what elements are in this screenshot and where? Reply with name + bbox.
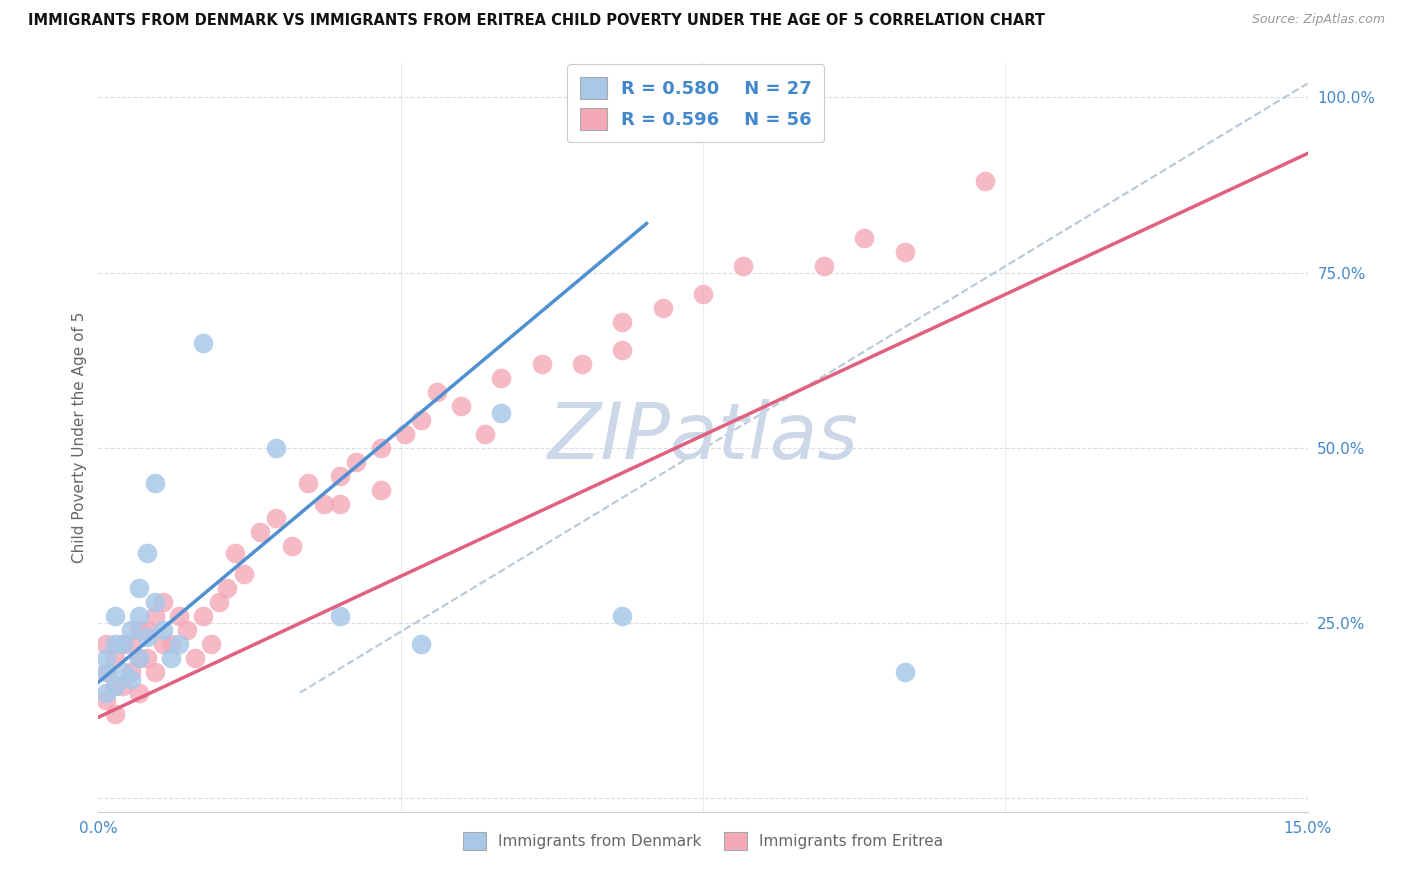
Point <box>96 665 118 679</box>
Point <box>128 623 150 637</box>
Point <box>409 412 432 426</box>
Point <box>193 608 215 623</box>
Point <box>120 665 142 679</box>
Point <box>167 637 190 651</box>
Point <box>491 406 513 420</box>
Point <box>193 335 215 350</box>
Point <box>651 301 673 315</box>
Point <box>893 665 915 679</box>
Point <box>530 357 553 371</box>
Point <box>167 608 190 623</box>
Point <box>329 608 352 623</box>
Point <box>474 426 496 441</box>
Point <box>120 637 142 651</box>
Point <box>152 623 174 637</box>
Point <box>103 679 125 693</box>
Point <box>120 623 142 637</box>
Point <box>120 672 142 686</box>
Point <box>208 594 231 608</box>
Point <box>96 686 118 700</box>
Point <box>143 594 166 608</box>
Point <box>160 650 183 665</box>
Point <box>612 343 634 357</box>
Point <box>200 637 222 651</box>
Point <box>96 650 118 665</box>
Point <box>249 524 271 539</box>
Point <box>370 441 392 455</box>
Legend: Immigrants from Denmark, Immigrants from Eritrea: Immigrants from Denmark, Immigrants from… <box>457 826 949 856</box>
Point <box>143 608 166 623</box>
Point <box>103 637 125 651</box>
Point <box>370 483 392 497</box>
Point <box>96 637 118 651</box>
Point <box>426 384 449 399</box>
Point <box>103 608 125 623</box>
Point <box>135 623 157 637</box>
Point <box>491 370 513 384</box>
Point <box>314 497 336 511</box>
Point <box>329 468 352 483</box>
Point <box>152 637 174 651</box>
Point <box>128 650 150 665</box>
Point <box>128 608 150 623</box>
Point <box>394 426 416 441</box>
Point <box>143 475 166 490</box>
Point <box>135 546 157 560</box>
Point <box>111 637 134 651</box>
Point <box>111 637 134 651</box>
Point <box>264 510 287 524</box>
Point <box>813 259 835 273</box>
Text: Source: ZipAtlas.com: Source: ZipAtlas.com <box>1251 13 1385 27</box>
Point <box>281 539 304 553</box>
Point <box>612 314 634 328</box>
Point <box>135 630 157 644</box>
Point <box>128 581 150 595</box>
Point <box>409 637 432 651</box>
Point <box>128 650 150 665</box>
Point <box>128 686 150 700</box>
Point <box>160 637 183 651</box>
Point <box>733 259 755 273</box>
Point <box>103 679 125 693</box>
Point <box>217 581 239 595</box>
Point <box>111 665 134 679</box>
Y-axis label: Child Poverty Under the Age of 5: Child Poverty Under the Age of 5 <box>72 311 87 563</box>
Point <box>176 623 198 637</box>
Point <box>264 441 287 455</box>
Point <box>297 475 319 490</box>
Text: ZIPatlas: ZIPatlas <box>547 399 859 475</box>
Point <box>111 679 134 693</box>
Point <box>974 174 997 188</box>
Text: IMMIGRANTS FROM DENMARK VS IMMIGRANTS FROM ERITREA CHILD POVERTY UNDER THE AGE O: IMMIGRANTS FROM DENMARK VS IMMIGRANTS FR… <box>28 13 1045 29</box>
Point <box>103 650 125 665</box>
Point <box>96 692 118 706</box>
Point <box>103 706 125 721</box>
Point <box>184 650 207 665</box>
Point <box>571 357 593 371</box>
Point <box>344 454 367 468</box>
Point <box>152 594 174 608</box>
Point <box>692 286 714 301</box>
Point <box>143 665 166 679</box>
Point <box>232 566 254 581</box>
Point <box>612 608 634 623</box>
Point <box>893 244 915 259</box>
Point <box>853 230 876 244</box>
Point <box>329 497 352 511</box>
Point <box>96 665 118 679</box>
Point <box>135 650 157 665</box>
Point <box>224 546 246 560</box>
Point <box>450 399 472 413</box>
